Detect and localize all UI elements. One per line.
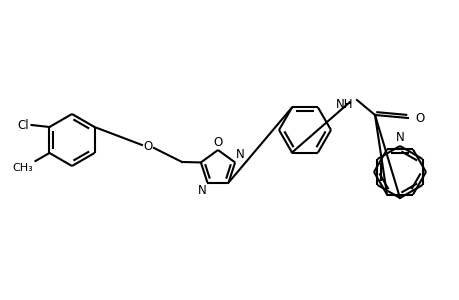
Text: N: N — [197, 184, 206, 196]
Text: O: O — [143, 140, 152, 152]
Text: O: O — [213, 136, 222, 148]
Text: N: N — [235, 148, 244, 161]
Text: O: O — [414, 112, 423, 124]
Text: NH: NH — [336, 98, 353, 111]
Text: CH₃: CH₃ — [13, 163, 34, 173]
Text: Cl: Cl — [18, 118, 29, 131]
Text: N: N — [395, 131, 403, 144]
